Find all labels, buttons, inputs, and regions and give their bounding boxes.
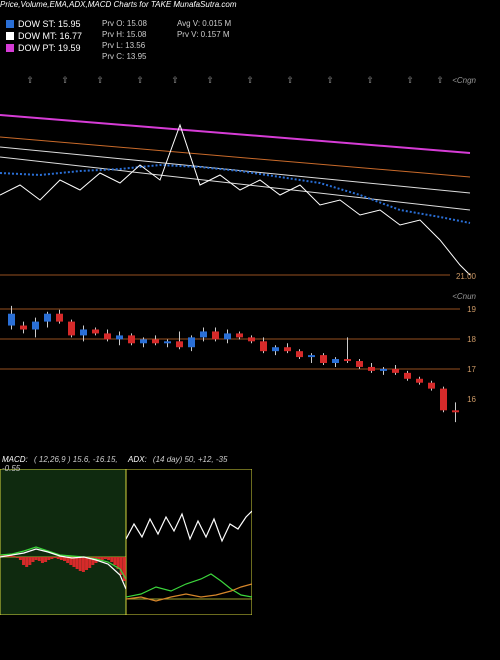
info-row: Prv V: 0.157 M <box>177 30 231 39</box>
adx-svg <box>126 469 252 615</box>
svg-text:⇧: ⇧ <box>436 75 444 85</box>
adx-label: ADX: (14 day) 50, +12, -35 <box>128 455 227 464</box>
price-chart-svg: 19 18 17 16 <Cnun <box>0 289 480 437</box>
legend-text: DOW PT: 19.59 <box>18 43 81 53</box>
svg-text:⇧: ⇧ <box>286 75 294 85</box>
svg-text:18: 18 <box>467 335 476 344</box>
chart-title: Price,Volume,EMA,ADX,MACD Charts for TAK… <box>0 0 500 9</box>
info-row: Avg V: 0.015 M <box>177 19 231 28</box>
svg-text:<Cngn: <Cngn <box>452 76 476 85</box>
svg-text:⇧: ⇧ <box>246 75 254 85</box>
info-row: Prv H: 15.08 <box>102 30 147 39</box>
legend-item: DOW ST: 15.95 <box>6 19 82 29</box>
upper-chart-svg: ⇧ ⇧ ⇧ ⇧ ⇧ ⇧ ⇧ ⇧ ⇧ ⇧ ⇧ ⇧ <Cngn 21.00 <box>0 65 480 283</box>
svg-text:16: 16 <box>467 395 476 404</box>
legend-text: DOW ST: 15.95 <box>18 19 81 29</box>
adx-values: (14 day) 50, +12, -35 <box>153 455 228 464</box>
upper-chart: ⇧ ⇧ ⇧ ⇧ ⇧ ⇧ ⇧ ⇧ ⇧ ⇧ ⇧ ⇧ <Cngn 21.00 <box>0 65 500 285</box>
macd-box: MACD: ( 12,26,9 ) 15.6, -16.15, -0.55 <box>0 469 126 615</box>
svg-text:⇧: ⇧ <box>61 75 69 85</box>
macd-svg <box>0 469 126 615</box>
macd-label: MACD: ( 12,26,9 ) 15.6, -16.15, -0.55 <box>2 455 126 473</box>
legend-text: DOW MT: 16.77 <box>18 31 82 41</box>
adx-box: ADX: (14 day) 50, +12, -35 <box>126 469 252 615</box>
info-col-1: Prv O: 15.08 Prv H: 15.08 Prv L: 13.56 Prv … <box>102 19 147 61</box>
info-grid: Prv O: 15.08 Prv H: 15.08 Prv L: 13.56 Prv … <box>102 19 231 61</box>
svg-text:21.00: 21.00 <box>456 272 477 281</box>
legend-item: DOW MT: 16.77 <box>6 31 82 41</box>
svg-text:⇧: ⇧ <box>136 75 144 85</box>
info-row: Prv O: 15.08 <box>102 19 147 28</box>
price-chart: 19 18 17 16 <Cnun <box>0 289 500 439</box>
svg-text:⇧: ⇧ <box>326 75 334 85</box>
svg-text:⇧: ⇧ <box>366 75 374 85</box>
info-row: Prv L: 13.56 <box>102 41 147 50</box>
svg-text:⇧: ⇧ <box>206 75 214 85</box>
adx-name: ADX: <box>128 455 147 464</box>
svg-text:<Cnun: <Cnun <box>452 292 476 301</box>
macd-name: MACD: <box>2 455 28 464</box>
header: DOW ST: 15.95DOW MT: 16.77DOW PT: 19.59 … <box>0 9 500 65</box>
legend-swatch <box>6 44 14 52</box>
svg-text:⇧: ⇧ <box>26 75 34 85</box>
svg-text:⇧: ⇧ <box>406 75 414 85</box>
legend-item: DOW PT: 19.59 <box>6 43 82 53</box>
svg-text:⇧: ⇧ <box>96 75 104 85</box>
info-col-2: Avg V: 0.015 M Prv V: 0.157 M <box>177 19 231 61</box>
legend-swatch <box>6 32 14 40</box>
indicators-row: MACD: ( 12,26,9 ) 15.6, -16.15, -0.55 AD… <box>0 459 500 615</box>
svg-text:⇧: ⇧ <box>171 75 179 85</box>
info-row: Prv C: 13.95 <box>102 52 147 61</box>
svg-text:19: 19 <box>467 305 476 314</box>
legend-swatch <box>6 20 14 28</box>
legend: DOW ST: 15.95 DOW MT: 16.77 DOW PT: 19.59 <box>6 19 82 53</box>
svg-text:17: 17 <box>467 365 476 374</box>
